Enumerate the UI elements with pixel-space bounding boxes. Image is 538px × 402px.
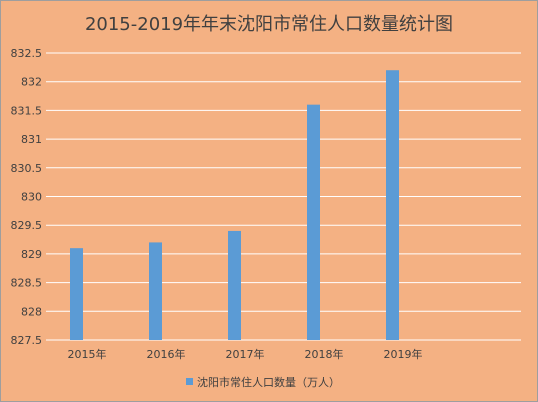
bar-2016年 <box>149 242 162 340</box>
legend-label: 沈阳市常住人口数量（万人） <box>197 375 340 389</box>
y-tick-label: 829 <box>21 248 42 261</box>
y-tick-label: 830 <box>21 191 42 204</box>
y-tick-label: 832 <box>21 76 42 89</box>
x-tick-label: 2018年 <box>305 347 344 361</box>
y-tick-label: 832.5 <box>11 47 43 60</box>
y-tick-label: 827.5 <box>11 334 43 347</box>
y-tick-label: 828.5 <box>11 277 43 290</box>
x-tick-label: 2019年 <box>384 347 423 361</box>
bar-2017年 <box>228 230 241 340</box>
y-tick-label: 829.5 <box>11 219 43 232</box>
y-tick-label: 831.5 <box>11 104 43 117</box>
x-tick-label: 2016年 <box>147 347 186 361</box>
bar-2018年 <box>307 104 320 340</box>
x-tick-label: 2017年 <box>226 347 265 361</box>
x-tick-label: 2015年 <box>68 347 107 361</box>
bar-2015年 <box>70 248 83 340</box>
bar-2019年 <box>386 70 399 340</box>
y-tick-label: 831 <box>21 133 42 146</box>
legend-swatch <box>186 378 193 385</box>
chart-title: 2015-2019年年末沈阳市常住人口数量统计图 <box>84 14 454 35</box>
y-tick-label: 828 <box>21 305 42 318</box>
y-tick-label: 830.5 <box>11 162 43 175</box>
